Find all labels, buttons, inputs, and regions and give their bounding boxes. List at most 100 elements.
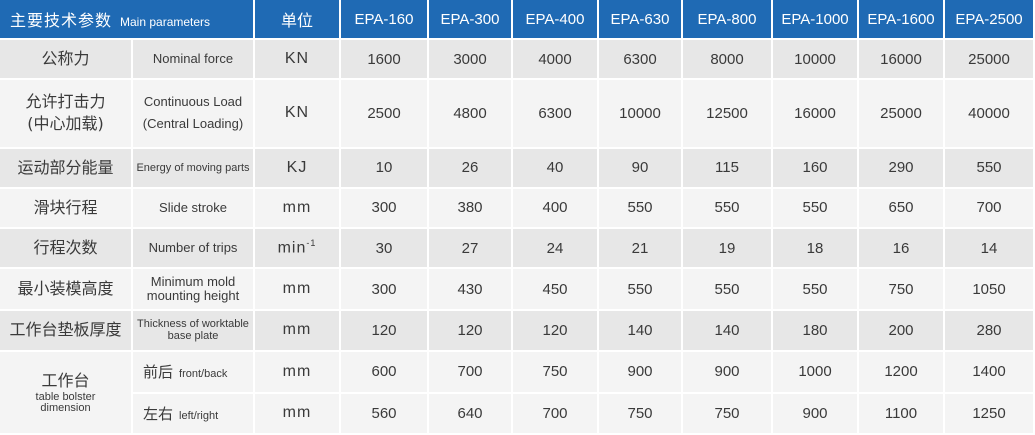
param-en: Thickness of worktable base plate <box>133 311 255 352</box>
param-en-line1: Minimum mold <box>150 274 236 290</box>
value-cell: 600 <box>341 351 429 394</box>
value-cell: 115 <box>683 148 773 189</box>
bolster-en-line1: table bolster <box>35 391 96 404</box>
value-cell: 700 <box>429 351 513 394</box>
value-cell: 290 <box>859 148 945 189</box>
value-cell: 300 <box>341 269 429 312</box>
value-cell: 640 <box>429 393 513 435</box>
param-en: Energy of moving parts <box>133 148 255 189</box>
header-model: EPA-630 <box>599 0 683 40</box>
bolster-sub-label: 左右 left/right <box>133 393 255 435</box>
value-cell: 750 <box>599 393 683 435</box>
unit-cell: KN <box>255 40 341 81</box>
value-cell: 3000 <box>429 40 513 81</box>
table-row: 工作台 table bolster dimension 前后 front/back… <box>0 351 1035 435</box>
value-cell: 300 <box>341 188 429 229</box>
value-cell: 120 <box>429 311 513 352</box>
value-cell: 140 <box>683 311 773 352</box>
param-zh: 工作台垫板厚度 <box>0 311 133 352</box>
param-en-line2: base plate <box>167 330 219 343</box>
value-cell: 1100 <box>859 393 945 435</box>
value-cell: 550 <box>683 269 773 312</box>
table-row: 行程次数 Number of trips min-1 30 27 24 21 1… <box>0 228 1035 270</box>
table-row: 左右 left/right mm 560 640 700 750 750 900 … <box>0 393 1035 435</box>
value-cell: 90 <box>599 148 683 189</box>
table-row: 允许打击力 (中心加载) Continuous Load (Central Lo… <box>0 80 1035 149</box>
bolster-group-cell: 工作台 table bolster dimension <box>0 351 133 435</box>
value-cell: 750 <box>859 269 945 312</box>
param-en-line2: (Central Loading) <box>142 116 244 132</box>
bolster-en-line2: dimension <box>40 402 91 415</box>
value-cell: 560 <box>341 393 429 435</box>
value-cell: 550 <box>683 188 773 229</box>
value-cell: 700 <box>513 393 599 435</box>
header-model: EPA-160 <box>341 0 429 40</box>
header-model: EPA-400 <box>513 0 599 40</box>
value-cell: 40000 <box>945 80 1035 149</box>
sub-label-en: front/back <box>179 368 228 381</box>
param-en-line1: Thickness of worktable <box>137 318 249 331</box>
param-zh: 行程次数 <box>0 228 133 270</box>
header-model: EPA-2500 <box>945 0 1035 40</box>
bolster-sub-label: 前后 front/back <box>133 351 255 394</box>
value-cell: 40 <box>513 148 599 189</box>
value-cell: 1400 <box>945 351 1035 394</box>
param-zh-line1: 允许打击力 <box>25 92 106 112</box>
value-cell: 280 <box>945 311 1035 352</box>
value-cell: 550 <box>773 269 859 312</box>
table-row: 公称力 Nominal force KN 1600 3000 4000 6300… <box>0 40 1035 81</box>
value-cell: 25000 <box>859 80 945 149</box>
value-cell: 1200 <box>859 351 945 394</box>
header-row: 主要技术参数 Main parameters 单位 EPA-160 EPA-300… <box>0 0 1035 40</box>
unit-exponent: -1 <box>306 238 317 249</box>
value-cell: 430 <box>429 269 513 312</box>
value-cell: 21 <box>599 228 683 270</box>
value-cell: 10 <box>341 148 429 189</box>
table-row: 工作台垫板厚度 Thickness of worktable base plat… <box>0 311 1035 352</box>
param-en: Minimum mold mounting height <box>133 269 255 312</box>
header-model: EPA-1000 <box>773 0 859 40</box>
value-cell: 16000 <box>859 40 945 81</box>
unit-cell: mm <box>255 351 341 394</box>
param-zh: 允许打击力 (中心加载) <box>0 80 133 149</box>
value-cell: 14 <box>945 228 1035 270</box>
value-cell: 16 <box>859 228 945 270</box>
value-cell: 700 <box>945 188 1035 229</box>
value-cell: 24 <box>513 228 599 270</box>
value-cell: 10000 <box>773 40 859 81</box>
value-cell: 8000 <box>683 40 773 81</box>
header-param-zh: 主要技术参数 <box>10 11 113 30</box>
unit-cell: KN <box>255 80 341 149</box>
value-cell: 25000 <box>945 40 1035 81</box>
header-param-cell: 主要技术参数 Main parameters <box>0 0 255 40</box>
sub-label-zh: 前后 <box>143 363 174 382</box>
value-cell: 120 <box>341 311 429 352</box>
table-row: 运动部分能量 Energy of moving parts KJ 10 26 4… <box>0 148 1035 189</box>
sub-label-en: left/right <box>179 409 219 422</box>
table-row: 最小装模高度 Minimum mold mounting height mm 3… <box>0 269 1035 312</box>
value-cell: 160 <box>773 148 859 189</box>
param-zh: 最小装模高度 <box>0 269 133 312</box>
value-cell: 120 <box>513 311 599 352</box>
value-cell: 550 <box>773 188 859 229</box>
unit-cell: mm <box>255 188 341 229</box>
header-param-en: Main parameters <box>120 15 211 29</box>
value-cell: 12500 <box>683 80 773 149</box>
value-cell: 27 <box>429 228 513 270</box>
table-row: 滑块行程 Slide stroke mm 300 380 400 550 550… <box>0 188 1035 229</box>
sub-label-zh: 左右 <box>143 404 174 423</box>
value-cell: 1250 <box>945 393 1035 435</box>
param-zh: 滑块行程 <box>0 188 133 229</box>
value-cell: 1000 <box>773 351 859 394</box>
bolster-zh: 工作台 <box>41 371 90 391</box>
value-cell: 550 <box>599 269 683 312</box>
value-cell: 18 <box>773 228 859 270</box>
value-cell: 750 <box>683 393 773 435</box>
value-cell: 380 <box>429 188 513 229</box>
header-model: EPA-1600 <box>859 0 945 40</box>
value-cell: 16000 <box>773 80 859 149</box>
param-en: Slide stroke <box>133 188 255 229</box>
unit-cell: mm <box>255 311 341 352</box>
value-cell: 450 <box>513 269 599 312</box>
value-cell: 2500 <box>341 80 429 149</box>
